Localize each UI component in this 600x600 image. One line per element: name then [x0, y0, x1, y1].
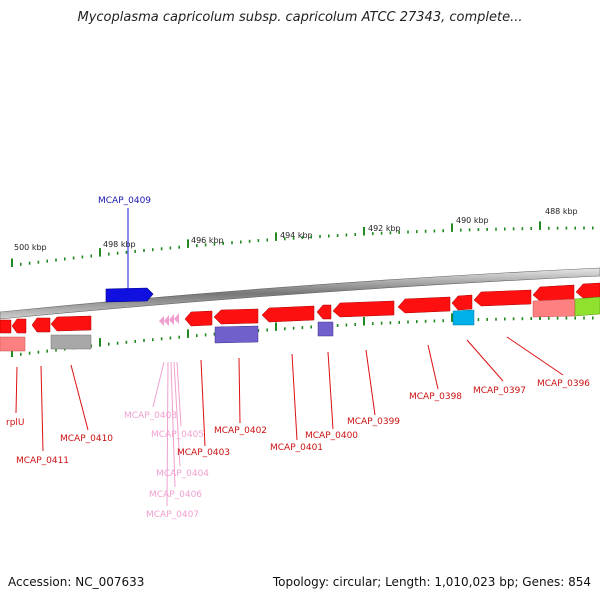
- gene-arrow[interactable]: [473, 289, 532, 307]
- gene-label-MCAP_0408[interactable]: MCAP_0408: [124, 411, 177, 421]
- gene-label-MCAP_0398[interactable]: MCAP_0398: [409, 392, 462, 402]
- feature-box[interactable]: [317, 321, 334, 337]
- gene-arrow[interactable]: [451, 294, 473, 311]
- feature-box[interactable]: [50, 334, 92, 350]
- gene-label-MCAP_0411[interactable]: MCAP_0411: [16, 456, 69, 466]
- gene-arrow[interactable]: [31, 317, 51, 333]
- gene-MCAP_0409[interactable]: [105, 287, 154, 303]
- upper-ticks: [11, 221, 594, 267]
- gene-label-MCAP_0409[interactable]: MCAP_0409: [98, 196, 151, 206]
- feature-box[interactable]: [574, 296, 600, 317]
- gene-arrow[interactable]: [575, 282, 600, 299]
- label-connectors: [15, 336, 564, 507]
- feature-box[interactable]: [214, 325, 259, 344]
- gene-label-MCAP_0404[interactable]: MCAP_0404: [156, 469, 209, 479]
- feature-box[interactable]: [532, 298, 576, 318]
- feature-box[interactable]: [0, 336, 26, 352]
- gene-label-MCAP_0399[interactable]: MCAP_0399: [347, 417, 400, 427]
- gene-arrow[interactable]: [11, 318, 27, 334]
- gene-arrow-pink[interactable]: [164, 315, 169, 326]
- accession-text: Accession: NC_007633: [8, 575, 145, 589]
- gene-arrow[interactable]: [316, 304, 332, 320]
- feature-box[interactable]: [452, 309, 475, 326]
- kbp-label: 492 kbp: [368, 224, 401, 233]
- gene-arrow-pink[interactable]: [174, 313, 179, 324]
- map-title: Mycoplasma capricolum subsp. capricolum …: [77, 10, 523, 25]
- gene-arrow[interactable]: [397, 296, 451, 314]
- gene-arrow-pink[interactable]: [169, 314, 174, 325]
- kbp-label: 490 kbp: [456, 216, 489, 225]
- gene-arrow[interactable]: [213, 308, 259, 325]
- gene-track: [0, 282, 600, 352]
- gene-label-rplU[interactable]: rplU: [6, 418, 25, 428]
- gene-label-MCAP_0396[interactable]: MCAP_0396: [537, 379, 590, 389]
- kbp-label: 498 kbp: [103, 240, 136, 249]
- gene-label-MCAP_0403[interactable]: MCAP_0403: [177, 448, 230, 458]
- gene-arrow[interactable]: [0, 319, 12, 334]
- gene-arrow[interactable]: [261, 305, 315, 323]
- gene-labels: rplU MCAP_0411 MCAP_0410 MCAP_0408 MCAP_…: [6, 379, 590, 520]
- gene-label-MCAP_0407[interactable]: MCAP_0407: [146, 510, 199, 520]
- gene-arrow-pink[interactable]: [159, 316, 164, 326]
- kbp-label: 494 kbp: [280, 231, 313, 240]
- gene-label-MCAP_0400[interactable]: MCAP_0400: [305, 431, 358, 441]
- gene-arrow[interactable]: [184, 310, 213, 327]
- gene-label-MCAP_0402[interactable]: MCAP_0402: [214, 426, 267, 436]
- gene-arrow[interactable]: [532, 284, 575, 302]
- gene-label-MCAP_0410[interactable]: MCAP_0410: [60, 434, 113, 444]
- gene-arrow[interactable]: [332, 300, 395, 318]
- gene-label-MCAP_0405[interactable]: MCAP_0405: [151, 430, 204, 440]
- gene-label-MCAP_0406[interactable]: MCAP_0406: [149, 490, 202, 500]
- genome-summary-text: Topology: circular; Length: 1,010,023 bp…: [272, 575, 591, 589]
- gene-label-MCAP_0397[interactable]: MCAP_0397: [473, 386, 526, 396]
- kbp-label: 488 kbp: [545, 207, 578, 216]
- genome-backbone: [0, 267, 600, 320]
- gene-label-MCAP_0401[interactable]: MCAP_0401: [270, 443, 323, 453]
- kbp-label: 500 kbp: [14, 243, 47, 252]
- gene-arrow[interactable]: [50, 315, 92, 332]
- kbp-label: 496 kbp: [191, 236, 224, 245]
- kbp-scale: 500 kbp 498 kbp 496 kbp 494 kbp 492 kbp …: [14, 207, 578, 252]
